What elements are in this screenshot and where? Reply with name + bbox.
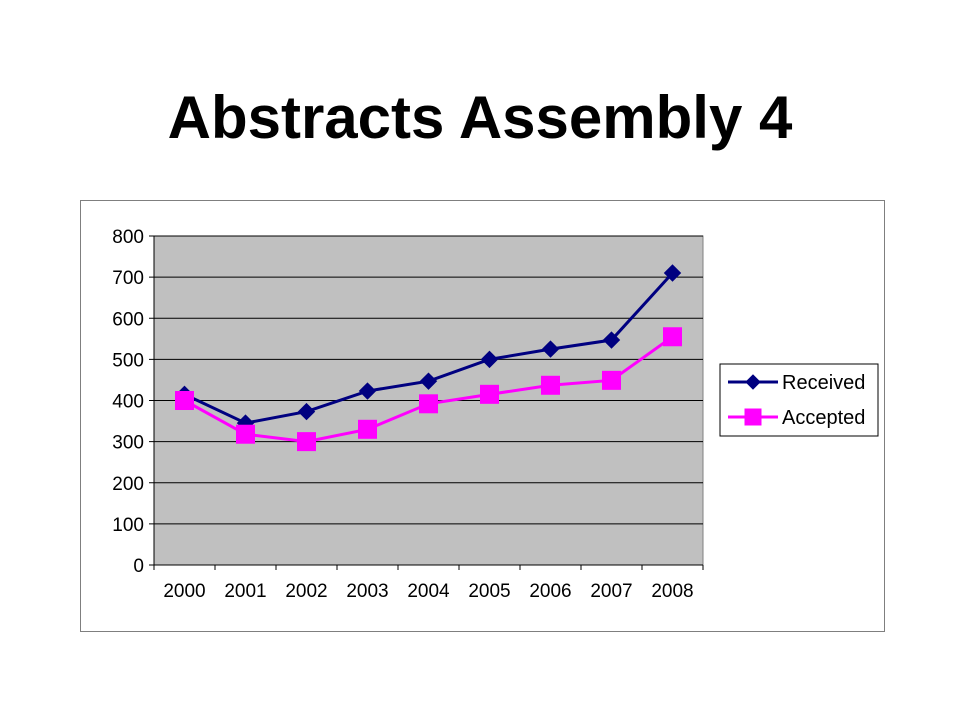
data-point	[663, 327, 682, 347]
data-point	[663, 264, 682, 282]
y-tick-label: 600	[112, 309, 144, 330]
x-axis: 2000 2001 2002 2003 2004 2005 2006 2007 2008	[153, 564, 704, 602]
legend: Received Accepted	[719, 363, 879, 437]
x-tick-label: 2001	[224, 581, 266, 602]
data-point	[358, 382, 377, 400]
y-tick-label: 100	[112, 515, 144, 536]
x-tick-label: 2006	[529, 581, 571, 602]
y-tick-label: 300	[112, 433, 144, 454]
x-tick-label: 2005	[468, 581, 510, 602]
data-point	[175, 391, 194, 410]
data-point	[297, 432, 316, 452]
y-tick-label: 200	[112, 474, 144, 495]
data-point	[541, 375, 560, 395]
data-point	[480, 350, 499, 369]
data-point	[602, 370, 621, 390]
y-axis: 0 100 200 300 400 500 600 700 800	[112, 227, 155, 577]
legend-item: Accepted	[728, 407, 865, 429]
legend-item: Received	[728, 372, 865, 394]
series-accepted	[175, 327, 682, 452]
x-tick-label: 2002	[285, 581, 327, 602]
data-point	[419, 394, 438, 414]
x-tick-label: 2007	[590, 581, 632, 602]
data-point	[358, 419, 377, 439]
data-point	[236, 424, 255, 444]
data-point	[419, 372, 438, 390]
legend-label: Accepted	[782, 407, 865, 429]
y-tick-label: 0	[133, 556, 144, 577]
x-tick-label: 2000	[163, 581, 205, 602]
data-point	[744, 408, 762, 426]
y-tick-label: 500	[112, 350, 144, 371]
y-tick-label: 700	[112, 268, 144, 289]
y-tick-label: 400	[112, 392, 144, 413]
legend-label: Received	[782, 372, 865, 394]
data-point	[745, 374, 761, 390]
gridlines	[154, 235, 703, 525]
data-point	[602, 331, 621, 349]
y-tick-label: 800	[112, 227, 144, 248]
data-point	[541, 340, 560, 358]
x-tick-label: 2003	[346, 581, 388, 602]
x-tick-label: 2008	[651, 581, 693, 602]
chart-frame: 0 100 200 300 400 500 600 700 800 2000 2001 2002 20…	[80, 200, 885, 632]
x-tick-label: 2004	[407, 581, 450, 602]
series-received	[175, 264, 682, 432]
slide-title: Abstracts Assembly 4	[167, 84, 793, 151]
data-point	[480, 384, 499, 404]
series-layer	[175, 264, 682, 452]
data-point	[297, 402, 316, 421]
